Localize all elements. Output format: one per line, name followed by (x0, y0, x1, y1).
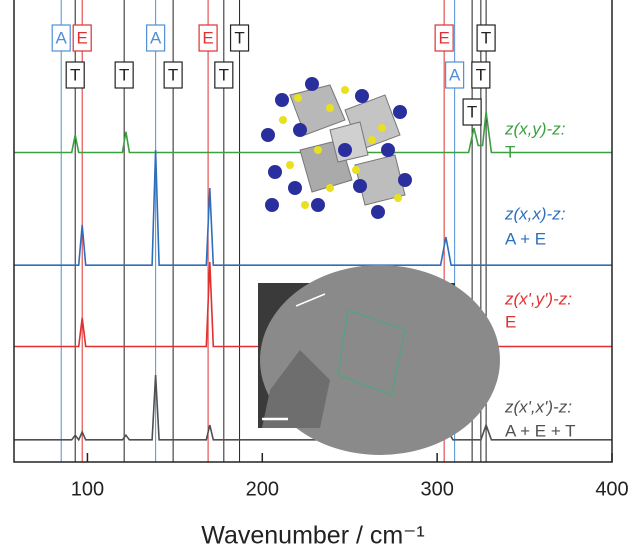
mode-label: T (168, 65, 178, 84)
mode-label: E (202, 28, 213, 47)
mode-box (65, 61, 85, 89)
mode-box (146, 24, 166, 52)
mode-box (114, 61, 134, 89)
x-tick-label: 200 (246, 478, 279, 500)
mode-label: T (476, 65, 486, 84)
crystal-structure (261, 77, 412, 219)
x-tick-label: 100 (71, 478, 104, 500)
mode-label: T (70, 65, 80, 84)
mode-box (198, 24, 218, 52)
mode-label: A (150, 28, 162, 47)
series-name: z(x,x)-z: (504, 204, 566, 223)
series-label: T (505, 142, 515, 161)
micrograph (258, 265, 500, 455)
mode-label: E (438, 28, 449, 47)
series-label: A + E (505, 229, 546, 248)
mode-box (471, 61, 491, 89)
mode-label: T (119, 65, 129, 84)
x-tick-label: 300 (420, 478, 453, 500)
mode-label: A (56, 28, 68, 47)
mode-box (163, 61, 183, 89)
mode-label: T (234, 28, 244, 47)
mode-box (229, 24, 250, 52)
series-name: z(x',x')-z: (504, 397, 572, 416)
x-axis-label: Wavenumber / cm⁻¹ (201, 522, 424, 550)
mode-label: A (449, 65, 461, 84)
mode-box (51, 24, 71, 52)
mode-box (434, 24, 454, 52)
mode-box (72, 24, 92, 52)
x-tick-label: 400 (595, 478, 628, 500)
mode-box (462, 98, 482, 126)
series-name: z(x,y)-z: (504, 119, 566, 138)
series-label: E (505, 312, 516, 331)
mode-box (476, 24, 496, 52)
mode-label: T (219, 65, 229, 84)
mode-label: T (481, 28, 491, 47)
spectrum (14, 111, 612, 154)
mode-box (445, 61, 465, 89)
mode-box (214, 61, 234, 89)
spectrum (14, 150, 612, 266)
series-name: z(x',y')-z: (504, 289, 572, 308)
series-label: A + E + T (505, 421, 576, 440)
plot-frame (13, 0, 613, 463)
spectrum (14, 375, 612, 442)
mode-label: E (77, 28, 88, 47)
mode-label: T (467, 102, 477, 121)
